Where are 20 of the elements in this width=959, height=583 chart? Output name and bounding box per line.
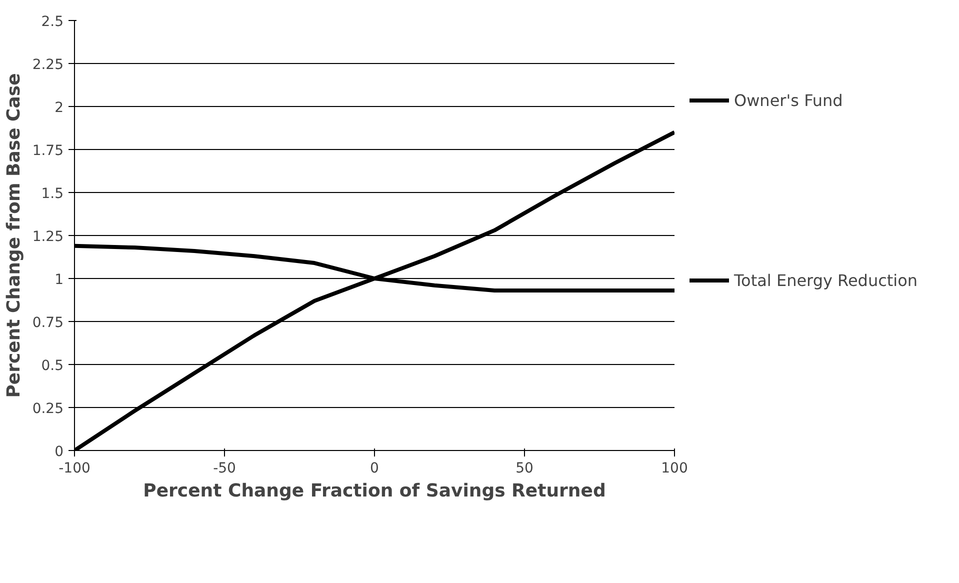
y-tick-label: 1.25: [32, 229, 64, 245]
y-tick-label: 1.75: [32, 143, 64, 159]
y-tick-label: 0.25: [32, 401, 64, 417]
legend-label: Total Energy Reduction: [734, 270, 918, 290]
x-tick-label: -100: [58, 460, 90, 476]
y-tick-label: 2.5: [41, 14, 64, 30]
x-tick-label: -50: [213, 460, 236, 476]
y-tick-label: 0.75: [32, 315, 64, 331]
x-tick-label: 0: [370, 460, 379, 476]
y-tick-label: 1: [54, 272, 64, 288]
y-tick-label: 1.5: [41, 186, 64, 202]
y-tick-label: 2.25: [32, 57, 64, 73]
x-axis-title: Percent Change Fraction of Savings Returned: [143, 480, 606, 502]
y-tick-label: 2: [54, 100, 64, 116]
x-tick-label: 50: [516, 460, 534, 476]
y-tick-label: 0: [54, 444, 64, 460]
y-tick-label: 0.5: [41, 358, 64, 374]
y-axis-title: Percent Change from Base Case: [3, 73, 24, 398]
x-tick-label: 100: [661, 460, 688, 476]
legend-label: Owner's Fund: [734, 90, 843, 110]
